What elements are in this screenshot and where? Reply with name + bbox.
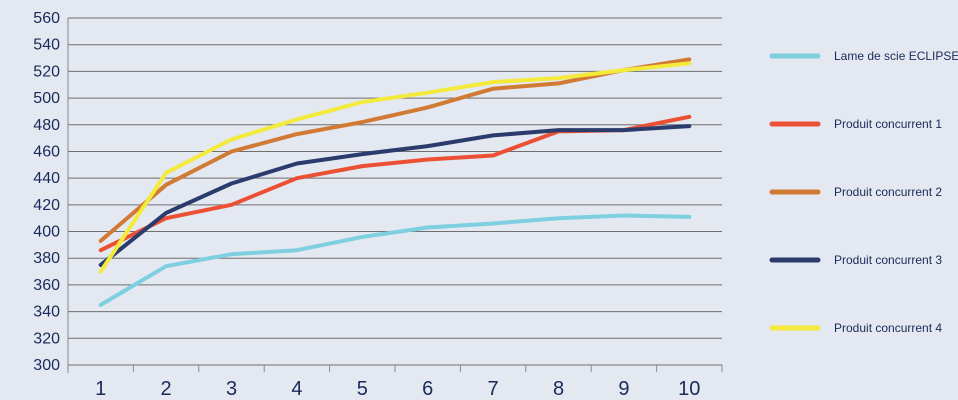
x-tick-label: 10 — [678, 378, 700, 400]
series-line-1 — [98, 213, 692, 307]
y-tick-label: 320 — [33, 330, 60, 347]
legend-label: Produit concurrent 3 — [834, 253, 942, 267]
y-tick-label: 400 — [33, 224, 60, 241]
legend-label: Produit concurrent 4 — [834, 321, 942, 335]
y-tick-label: 360 — [33, 277, 60, 294]
x-tick-label: 8 — [553, 378, 564, 400]
legend: Lame de scie ECLIPSE Produit concurrent 1… — [769, 49, 958, 335]
x-tick-label: 5 — [357, 378, 368, 400]
legend-label: Lame de scie ECLIPSE — [834, 49, 958, 63]
x-tick-label: 4 — [291, 378, 302, 400]
axes: 300 320 340 360 380 400 420 440 460 480 500 520 540 5… — [33, 10, 723, 400]
series-line-5 — [98, 61, 692, 274]
series-line-4 — [98, 124, 692, 267]
y-tick-label: 540 — [33, 37, 60, 54]
y-tick-label: 340 — [33, 304, 60, 321]
legend-label: Produit concurrent 2 — [834, 185, 942, 199]
y-tick-label: 380 — [33, 250, 60, 267]
x-tick-label: 2 — [161, 378, 172, 400]
y-tick-label: 520 — [33, 63, 60, 80]
y-tick-label: 500 — [33, 90, 60, 107]
y-tick-label: 480 — [33, 117, 60, 134]
y-tick-label: 440 — [33, 170, 60, 187]
legend-label: Produit concurrent 1 — [834, 117, 942, 131]
y-tick-label: 300 — [33, 357, 60, 374]
x-tick-label: 1 — [95, 378, 106, 400]
y-tick-label: 460 — [33, 143, 60, 160]
series-lines — [98, 57, 692, 307]
x-tick-label: 3 — [226, 378, 237, 400]
y-tick-label: 560 — [33, 10, 60, 27]
x-tick-label: 6 — [422, 378, 433, 400]
y-tick-label: 420 — [33, 197, 60, 214]
series-line-3 — [98, 57, 692, 243]
x-tick-label: 7 — [488, 378, 499, 400]
x-tick-label: 9 — [618, 378, 629, 400]
